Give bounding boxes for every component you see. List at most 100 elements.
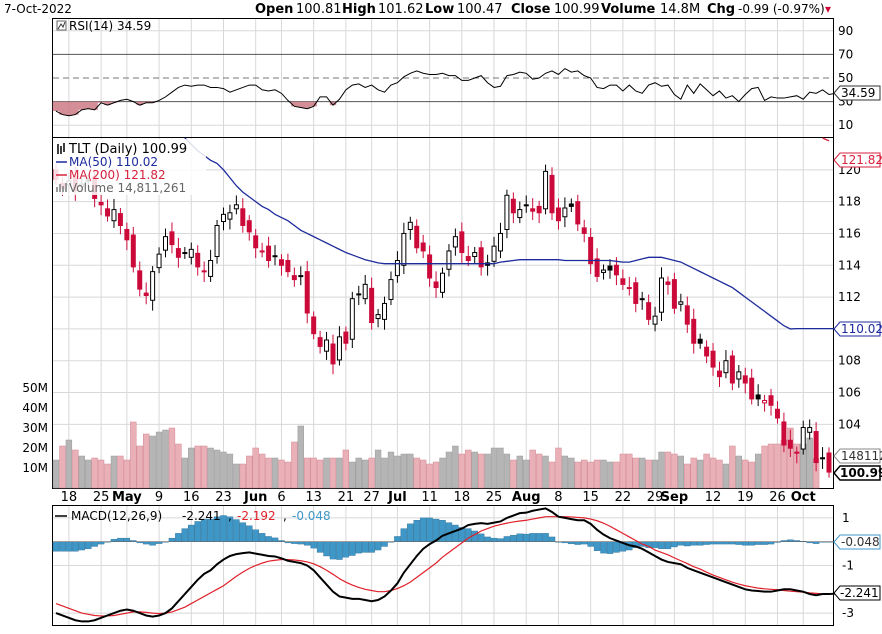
- macd-legend-signal-value: -2.192: [237, 509, 276, 523]
- candle-body: [382, 302, 388, 320]
- volume-bar: [181, 457, 189, 489]
- volume-bar: [310, 457, 317, 489]
- macd-hist-bar: [252, 529, 259, 542]
- macd-hist-bar: [361, 541, 369, 553]
- candle-body: [427, 254, 433, 279]
- candle-body: [549, 174, 555, 214]
- candle-body: [266, 245, 272, 262]
- candle-body: [240, 208, 246, 227]
- macd-legend-macd-value: -2.241: [182, 509, 221, 523]
- volume-bar: [213, 449, 221, 489]
- volume-bar: [233, 463, 240, 489]
- price-panel-frame: [52, 137, 834, 489]
- macd-line: [55, 507, 843, 623]
- macd-hist-bar: [336, 541, 343, 560]
- candle-body: [220, 213, 226, 223]
- volume-bar: [548, 461, 556, 489]
- volume-bar: [420, 459, 427, 489]
- candle-body: [163, 236, 169, 251]
- volume-bar: [716, 459, 723, 489]
- macd-hist-bar: [593, 541, 601, 551]
- candle-body: [813, 431, 819, 464]
- x-tick-label: 6: [277, 490, 285, 505]
- volume-bar: [690, 457, 697, 489]
- candle-body: [291, 275, 297, 281]
- candle-body: [562, 207, 568, 218]
- volume-bar: [651, 459, 659, 489]
- macd-hist-bar: [523, 533, 530, 542]
- macd-hist-bar: [239, 522, 247, 542]
- price-y-tick: 114: [838, 258, 861, 272]
- macd-hist-bar: [181, 528, 189, 542]
- candle-body: [594, 258, 600, 277]
- volume-bar: [484, 453, 491, 489]
- volume-bar: [619, 453, 627, 489]
- x-tick-label: Jun: [243, 490, 267, 505]
- volume-bar: [645, 459, 652, 489]
- axis-labels: 18 25 May 9 16 23 Jun 6 13 21 27 Jul 11 18 25 Aug 8 15 22 2…: [22, 24, 861, 620]
- header-close-value: 100.99: [554, 2, 600, 17]
- volume-bar: [252, 447, 259, 489]
- macd-tag-text: -2.241: [840, 586, 879, 600]
- candle-body: [671, 279, 677, 309]
- macd-hist-bar: [703, 541, 710, 545]
- macd-hist-bar: [535, 533, 543, 542]
- volume-y-tick: 30M: [22, 421, 48, 435]
- macd-hist-bar: [271, 537, 279, 542]
- volume-bar: [761, 445, 768, 489]
- volume-bar: [497, 447, 504, 489]
- rsi-y-tick: 50: [838, 71, 853, 85]
- panel-frames: [52, 18, 834, 626]
- candle-body: [723, 360, 729, 374]
- macd-hist-bar: [490, 537, 498, 542]
- volume-bar: [136, 445, 143, 489]
- candle-body: [272, 255, 278, 258]
- candle-body: [794, 451, 800, 454]
- volume-bar: [754, 453, 762, 489]
- candle-body: [278, 259, 284, 266]
- macd-hist-bar: [316, 541, 324, 553]
- macd-hist-bar: [329, 541, 337, 560]
- candle-body: [710, 350, 716, 368]
- volume-bar: [329, 457, 337, 489]
- volume-bar: [523, 459, 530, 489]
- volume-bar: [362, 459, 369, 489]
- rsi-oversold-fill: [52, 101, 337, 116]
- macd-hist-bar: [484, 536, 491, 542]
- volume-bar: [72, 449, 79, 489]
- volume-bar: [452, 445, 459, 489]
- price-y-tick: 112: [838, 290, 861, 304]
- candle-body: [156, 253, 162, 269]
- macd-legend-sep2: ,: [283, 509, 287, 523]
- candlesticks: [53, 164, 832, 478]
- macd-hist-bar: [722, 541, 730, 545]
- candle-body: [285, 260, 291, 273]
- header-volume-value: 14.8M: [660, 2, 700, 17]
- volume-bar: [387, 451, 395, 489]
- macd-hist-bar: [761, 541, 768, 545]
- volume-bar: [104, 463, 111, 489]
- candle-body: [304, 271, 310, 314]
- x-tick-label: 22: [615, 490, 632, 505]
- header-volume-label: Volume: [601, 2, 656, 17]
- volume-bar: [535, 453, 543, 489]
- candle-body: [497, 232, 503, 252]
- volume-bar: [394, 455, 401, 489]
- volume-bar: [555, 447, 562, 489]
- header-close-label: Close: [511, 2, 551, 17]
- candle-body: [659, 277, 665, 313]
- candle-body: [175, 248, 181, 258]
- ma50-legend-label: MA(50) 110.02: [69, 155, 158, 169]
- macd-hist-bar: [664, 541, 672, 550]
- volume-bar: [97, 459, 105, 489]
- volume-bar: [52, 459, 60, 489]
- candle-body: [504, 194, 510, 230]
- macd-panel-frame: [52, 505, 834, 626]
- candle-body: [626, 287, 632, 290]
- candle-body: [105, 208, 111, 217]
- volume-y-tick: 20M: [22, 441, 48, 455]
- candle-body: [227, 212, 233, 220]
- volume-legend-icon: [56, 183, 67, 192]
- x-tick-label: 18: [61, 490, 78, 505]
- candle-body: [137, 270, 143, 290]
